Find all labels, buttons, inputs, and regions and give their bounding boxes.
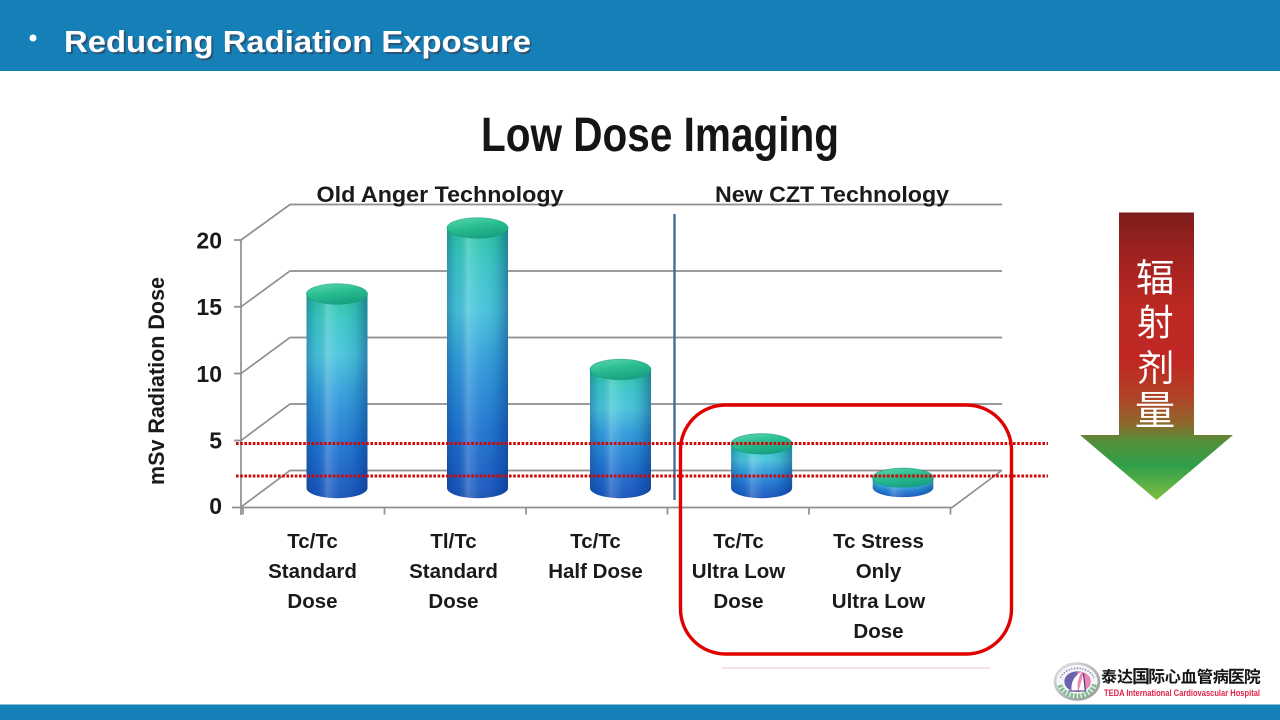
svg-text:Ultra Low: Ultra Low <box>832 590 925 613</box>
svg-text:Tc/Tc: Tc/Tc <box>287 530 338 553</box>
svg-text:New CZT Technology: New CZT Technology <box>715 182 950 207</box>
svg-text:Dose: Dose <box>853 620 903 643</box>
svg-text:Half Dose: Half Dose <box>548 560 643 583</box>
svg-text:Only: Only <box>856 560 902 583</box>
svg-text:TEDA International Cardiovascu: TEDA International Cardiovascular Hospit… <box>1104 688 1260 699</box>
svg-text:Dose: Dose <box>287 590 337 613</box>
svg-text:10: 10 <box>196 361 222 387</box>
svg-text:5: 5 <box>209 428 222 454</box>
svg-text:Dose: Dose <box>713 590 763 613</box>
svg-text:0: 0 <box>209 493 222 519</box>
svg-text:Tc/Tc: Tc/Tc <box>570 530 621 553</box>
svg-text:Low Dose Imaging: Low Dose Imaging <box>481 109 839 162</box>
svg-text:Standard: Standard <box>268 560 357 583</box>
svg-text:mSv Radiation Dose: mSv Radiation Dose <box>144 277 169 485</box>
svg-text:Reducing Radiation Exposure: Reducing Radiation Exposure <box>64 24 531 59</box>
svg-text:Old Anger Technology: Old Anger Technology <box>317 182 565 207</box>
svg-text:15: 15 <box>196 294 222 320</box>
svg-text:20: 20 <box>196 228 222 254</box>
svg-text:Reducing Radiation Exposure: Reducing Radiation Exposure <box>66 26 533 61</box>
svg-text:Ultra Low: Ultra Low <box>692 560 785 583</box>
svg-text:Standard: Standard <box>409 560 498 583</box>
svg-text:Dose: Dose <box>428 590 478 613</box>
svg-text:Tc/Tc: Tc/Tc <box>713 530 764 553</box>
svg-text:Tl/Tc: Tl/Tc <box>430 530 476 553</box>
svg-text:Tc Stress: Tc Stress <box>833 530 924 553</box>
